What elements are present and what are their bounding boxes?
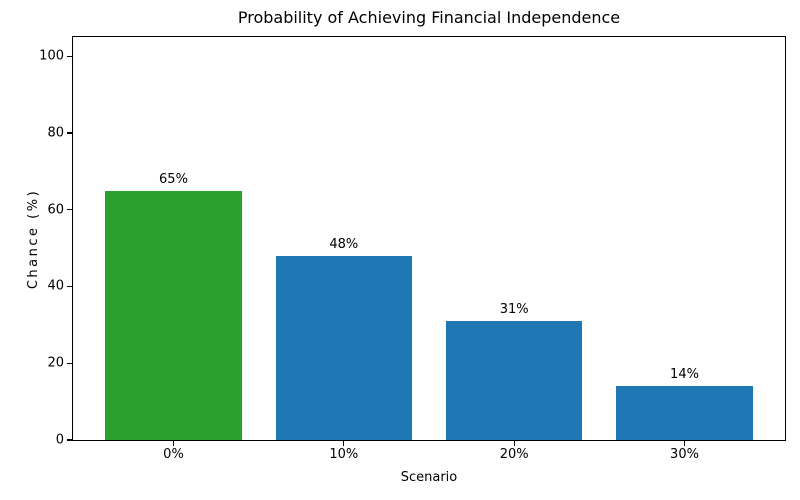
bar-value-label: 31% (499, 302, 529, 318)
x-tick-mark (683, 441, 686, 446)
x-tick-label: 0% (163, 447, 184, 462)
y-tick-mark (67, 362, 72, 364)
y-tick-mark (67, 132, 72, 134)
y-tick-mark (67, 209, 72, 211)
bar-value-label: 48% (329, 236, 359, 252)
bar-value-label: 65% (159, 171, 188, 187)
x-tick-label: 10% (329, 447, 359, 462)
y-tick-label: 60 (47, 202, 64, 218)
chart-title: Probability of Achieving Financial Indep… (237, 8, 621, 27)
y-tick-label: 80 (47, 125, 64, 141)
bar-value-label: 14% (670, 367, 699, 383)
y-tick-mark (67, 439, 72, 441)
x-tick-label: 30% (670, 447, 699, 462)
x-tick-label: 20% (499, 447, 529, 462)
bar (275, 255, 412, 440)
y-tick-label: 100 (39, 48, 64, 64)
y-tick-mark (67, 55, 72, 57)
bar (446, 321, 583, 440)
y-axis-label: Chance (%) (26, 188, 41, 290)
x-axis-label: Scenario (400, 470, 458, 485)
x-tick-mark (343, 441, 345, 446)
bar (105, 190, 242, 440)
plot-area: 0 20 40 60 80 100 65% 0% 48% 10% 31% 20% 14% 30% (39, 36, 786, 462)
x-tick-mark (513, 441, 515, 446)
x-tick-mark (172, 441, 175, 446)
y-tick-label: 40 (47, 278, 64, 294)
bar (616, 386, 753, 440)
y-tick-label: 0 (55, 432, 64, 448)
y-tick-label: 20 (47, 355, 64, 371)
y-tick-mark (67, 285, 72, 288)
